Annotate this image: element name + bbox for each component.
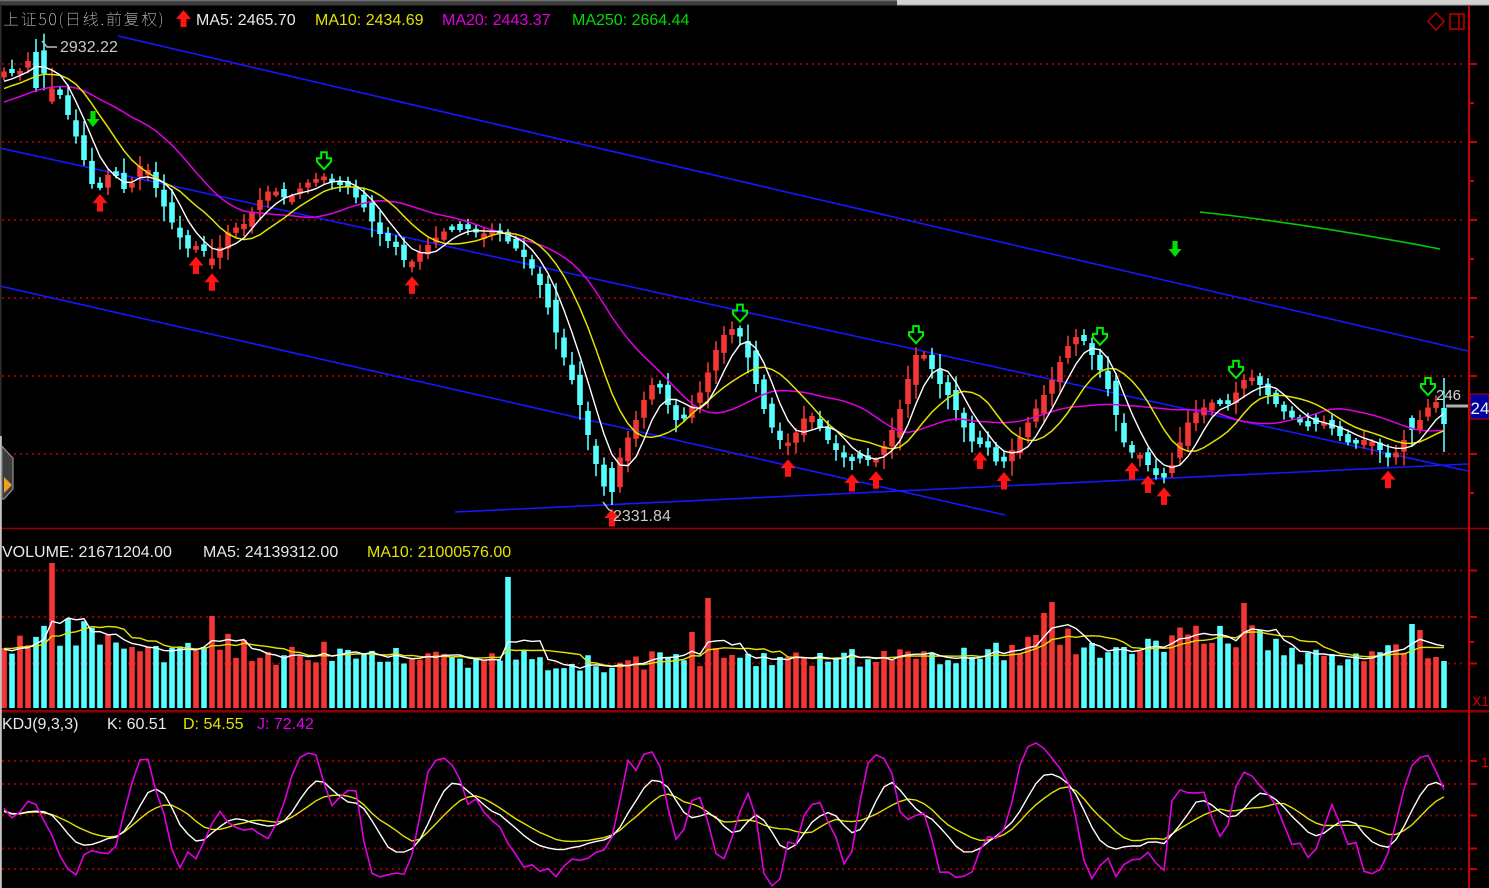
svg-text:246: 246: [1436, 387, 1461, 404]
svg-text:2932.22: 2932.22: [60, 39, 118, 56]
svg-text:2331.84: 2331.84: [613, 508, 671, 525]
svg-text:D: 54.55: D: 54.55: [183, 716, 244, 733]
svg-text:MA10: 21000576.00: MA10: 21000576.00: [367, 544, 511, 561]
svg-text:24: 24: [1471, 399, 1489, 418]
svg-text:K: 60.51: K: 60.51: [107, 716, 167, 733]
svg-text:J: 72.42: J: 72.42: [257, 716, 314, 733]
svg-text:VOLUME: 21671204.00: VOLUME: 21671204.00: [2, 544, 172, 561]
svg-text:X1: X1: [1472, 693, 1489, 709]
svg-text:MA5: 24139312.00: MA5: 24139312.00: [203, 544, 338, 561]
svg-text:MA5: 2465.70: MA5: 2465.70: [196, 12, 296, 29]
svg-text:KDJ(9,3,3): KDJ(9,3,3): [2, 716, 78, 733]
svg-text:MA10: 2434.69: MA10: 2434.69: [315, 12, 424, 29]
svg-text:1: 1: [1481, 754, 1489, 770]
svg-text:MA250: 2664.44: MA250: 2664.44: [572, 12, 690, 29]
svg-text:MA20: 2443.37: MA20: 2443.37: [442, 12, 551, 29]
